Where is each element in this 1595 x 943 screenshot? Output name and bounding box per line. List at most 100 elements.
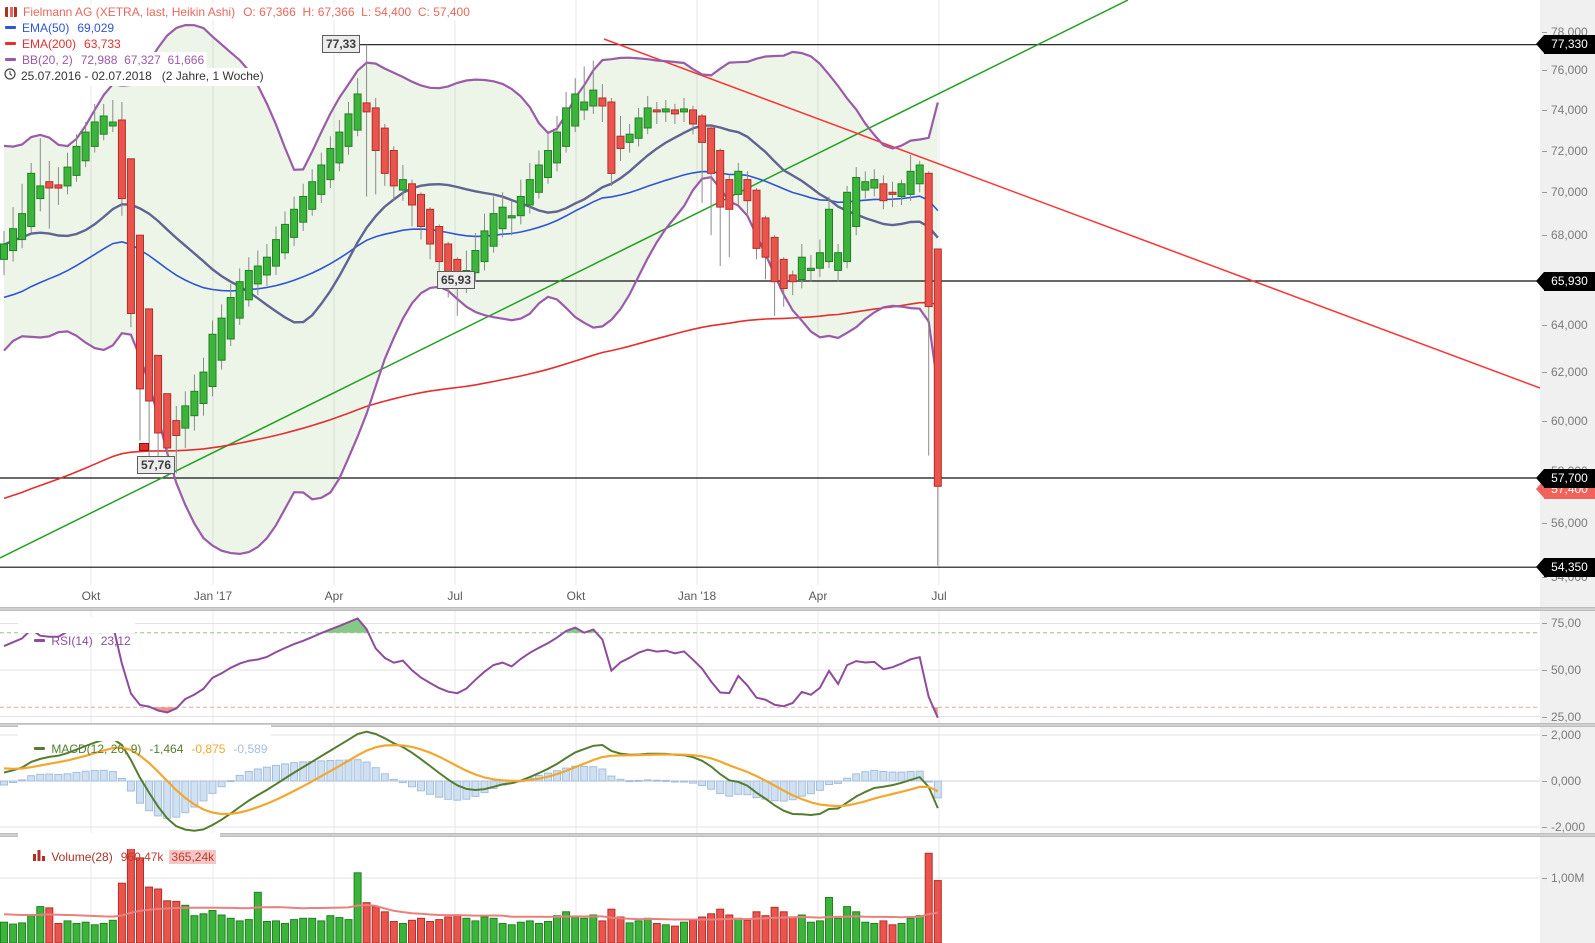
x-axis-label: Jul bbox=[931, 589, 947, 603]
price-line-tag: 77,330 bbox=[1536, 35, 1595, 54]
axis-tick-mark bbox=[1542, 827, 1547, 828]
price-line-tag: 54,350 bbox=[1536, 558, 1595, 577]
axis-tick-mark bbox=[1542, 577, 1547, 578]
panel-resizer-macd[interactable] bbox=[0, 723, 1595, 727]
main-legend: Fielmann AG (XETRA, last, Heikin Ashi) O:… bbox=[4, 4, 473, 86]
rsi-value: 23,12 bbox=[100, 634, 131, 648]
price-line-tag: 65,930 bbox=[1536, 272, 1595, 291]
axis-tick-mark bbox=[1542, 735, 1547, 736]
ema50-label: EMA(50) bbox=[22, 21, 70, 35]
rsi-line bbox=[3, 617, 939, 719]
volume-label: Volume(28) bbox=[51, 850, 113, 865]
ema200-label: EMA(200) bbox=[22, 37, 77, 51]
axis-tick-label: 62,000 bbox=[1551, 365, 1588, 379]
volume-bars-icon bbox=[33, 849, 46, 865]
panel-resizer-rsi[interactable] bbox=[0, 607, 1595, 611]
price-line-label[interactable]: 65,93 bbox=[437, 271, 476, 289]
ema200-swatch-icon bbox=[5, 42, 16, 46]
axis-tick-mark bbox=[1542, 70, 1547, 71]
axis-tick-label: -2,000 bbox=[1551, 820, 1586, 834]
axis-tick-label: 74,000 bbox=[1551, 103, 1588, 117]
legend-ema50[interactable]: EMA(50) 69,029 bbox=[4, 20, 118, 36]
axis-tick-label: 75,00 bbox=[1551, 616, 1582, 630]
macd-label: MACD(12, 26, 9) bbox=[51, 742, 142, 756]
axis-tick-label: 76,000 bbox=[1551, 63, 1588, 77]
bollinger-band-fill bbox=[4, 25, 938, 554]
ema200-value: 63,733 bbox=[84, 37, 121, 51]
rsi-legend[interactable]: RSI(14) 23,12 bbox=[18, 617, 135, 648]
legend-bb[interactable]: BB(20, 2) 72,988 67,327 61,666 bbox=[4, 52, 208, 68]
axis-tick-mark bbox=[1542, 421, 1547, 422]
axis-tick-label: 72,000 bbox=[1551, 144, 1588, 158]
axis-tick-mark bbox=[1542, 372, 1547, 373]
clock-icon bbox=[4, 68, 16, 84]
bb-values: 72,988 67,327 61,666 bbox=[80, 53, 205, 67]
bb-label: BB(20, 2) bbox=[22, 53, 73, 67]
macd-swatch-icon bbox=[34, 747, 46, 751]
axis-tick-mark bbox=[1542, 523, 1547, 524]
macd-hist-value: -0,589 bbox=[233, 742, 268, 756]
axis-tick-label: 64,000 bbox=[1551, 318, 1588, 332]
axis-tick-mark bbox=[1542, 878, 1547, 879]
x-axis-label: Apr bbox=[808, 589, 828, 603]
rising-support bbox=[0, 0, 1129, 559]
axis-tick-label: 56,000 bbox=[1551, 516, 1588, 530]
falling-resistance bbox=[603, 38, 1540, 389]
axis-tick-label: 2,000 bbox=[1551, 728, 1582, 742]
instrument-ohlc: O: 67,366 H: 67,366 L: 54,400 C: 57,400 bbox=[243, 5, 470, 19]
ema200-line bbox=[3, 301, 938, 500]
macd-signal-value: -0,875 bbox=[191, 742, 226, 756]
instrument-title: Fielmann AG (XETRA, last, Heikin Ashi) bbox=[23, 5, 236, 19]
period-label: (2 Jahre, 1 Woche) bbox=[161, 69, 264, 84]
panel-resizer-volume[interactable] bbox=[0, 833, 1595, 837]
price-line-label[interactable]: 57,76 bbox=[137, 456, 176, 474]
axis-tick-label: 68,000 bbox=[1551, 228, 1588, 242]
x-axis-label: Jul bbox=[447, 589, 463, 603]
axis-tick-label: 70,000 bbox=[1551, 185, 1588, 199]
instrument-legend[interactable]: Fielmann AG (XETRA, last, Heikin Ashi) O:… bbox=[4, 4, 473, 20]
axis-tick-mark bbox=[1542, 192, 1547, 193]
axis-tick-label: 1,00M bbox=[1551, 871, 1585, 885]
axis-tick-mark bbox=[1542, 110, 1547, 111]
x-axis-label: Okt bbox=[566, 589, 586, 603]
axis-tick-mark bbox=[1542, 717, 1547, 718]
macd-legend[interactable]: MACD(12, 26, 9) -1,464 -0,875 -0,589 bbox=[18, 725, 272, 756]
date-range: 25.07.2016 - 02.07.2018 bbox=[21, 69, 152, 84]
axis-tick-label: 25,00 bbox=[1551, 710, 1582, 724]
x-axis-label: Jan '18 bbox=[677, 589, 717, 603]
axis-tick-mark bbox=[1542, 325, 1547, 326]
axis-tick-mark bbox=[1542, 151, 1547, 152]
macd-value: -1,464 bbox=[149, 742, 184, 756]
ema50-value: 69,029 bbox=[77, 21, 115, 35]
price-line-label[interactable]: 77,33 bbox=[322, 35, 361, 53]
volume-current-value: 960,47k bbox=[120, 850, 164, 865]
x-axis-label: Apr bbox=[324, 589, 344, 603]
volume-legend[interactable]: Volume(28) 960,47k 365,24k bbox=[18, 833, 221, 865]
bb-upper-line bbox=[3, 23, 939, 171]
price-line-tag: 57,700 bbox=[1536, 469, 1595, 488]
axis-tick-mark bbox=[1542, 32, 1547, 33]
axis-tick-label: 50,00 bbox=[1551, 663, 1582, 677]
macd-line bbox=[3, 730, 939, 832]
ema50-swatch-icon bbox=[5, 26, 16, 30]
macd-signal-line bbox=[3, 743, 939, 816]
axis-tick-mark bbox=[1542, 235, 1547, 236]
axis-tick-mark bbox=[1542, 623, 1547, 624]
bb-middle-line bbox=[3, 124, 939, 324]
rsi-swatch-icon bbox=[34, 639, 46, 643]
candles-layer bbox=[0, 44, 942, 566]
axis-tick-label: 60,000 bbox=[1551, 414, 1588, 428]
x-axis-label: Okt bbox=[81, 589, 101, 603]
line-drag-handle[interactable] bbox=[139, 443, 149, 451]
rsi-label: RSI(14) bbox=[51, 634, 93, 648]
volume-ma-value: 365,24k bbox=[169, 850, 217, 865]
legend-ema200[interactable]: EMA(200) 63,733 bbox=[4, 36, 124, 52]
axis-tick-mark bbox=[1542, 781, 1547, 782]
legend-daterange: 25.07.2016 - 02.07.2018 (2 Jahre, 1 Woche… bbox=[4, 68, 267, 86]
axis-tick-mark bbox=[1542, 670, 1547, 671]
x-axis-label: Jan '17 bbox=[193, 589, 233, 603]
instrument-icon bbox=[5, 6, 17, 17]
axis-tick-label: 0,000 bbox=[1551, 774, 1582, 788]
